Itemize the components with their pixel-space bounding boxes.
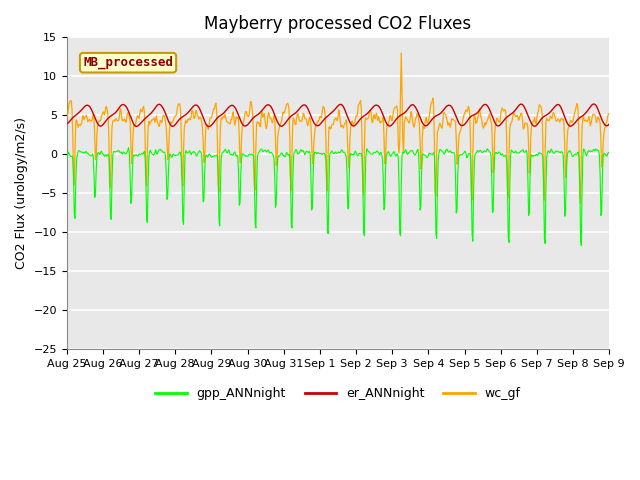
Title: Mayberry processed CO2 Fluxes: Mayberry processed CO2 Fluxes	[204, 15, 472, 33]
Y-axis label: CO2 Flux (urology/m2/s): CO2 Flux (urology/m2/s)	[15, 117, 28, 269]
Legend: gpp_ANNnight, er_ANNnight, wc_gf: gpp_ANNnight, er_ANNnight, wc_gf	[150, 383, 525, 406]
Text: MB_processed: MB_processed	[83, 56, 173, 70]
